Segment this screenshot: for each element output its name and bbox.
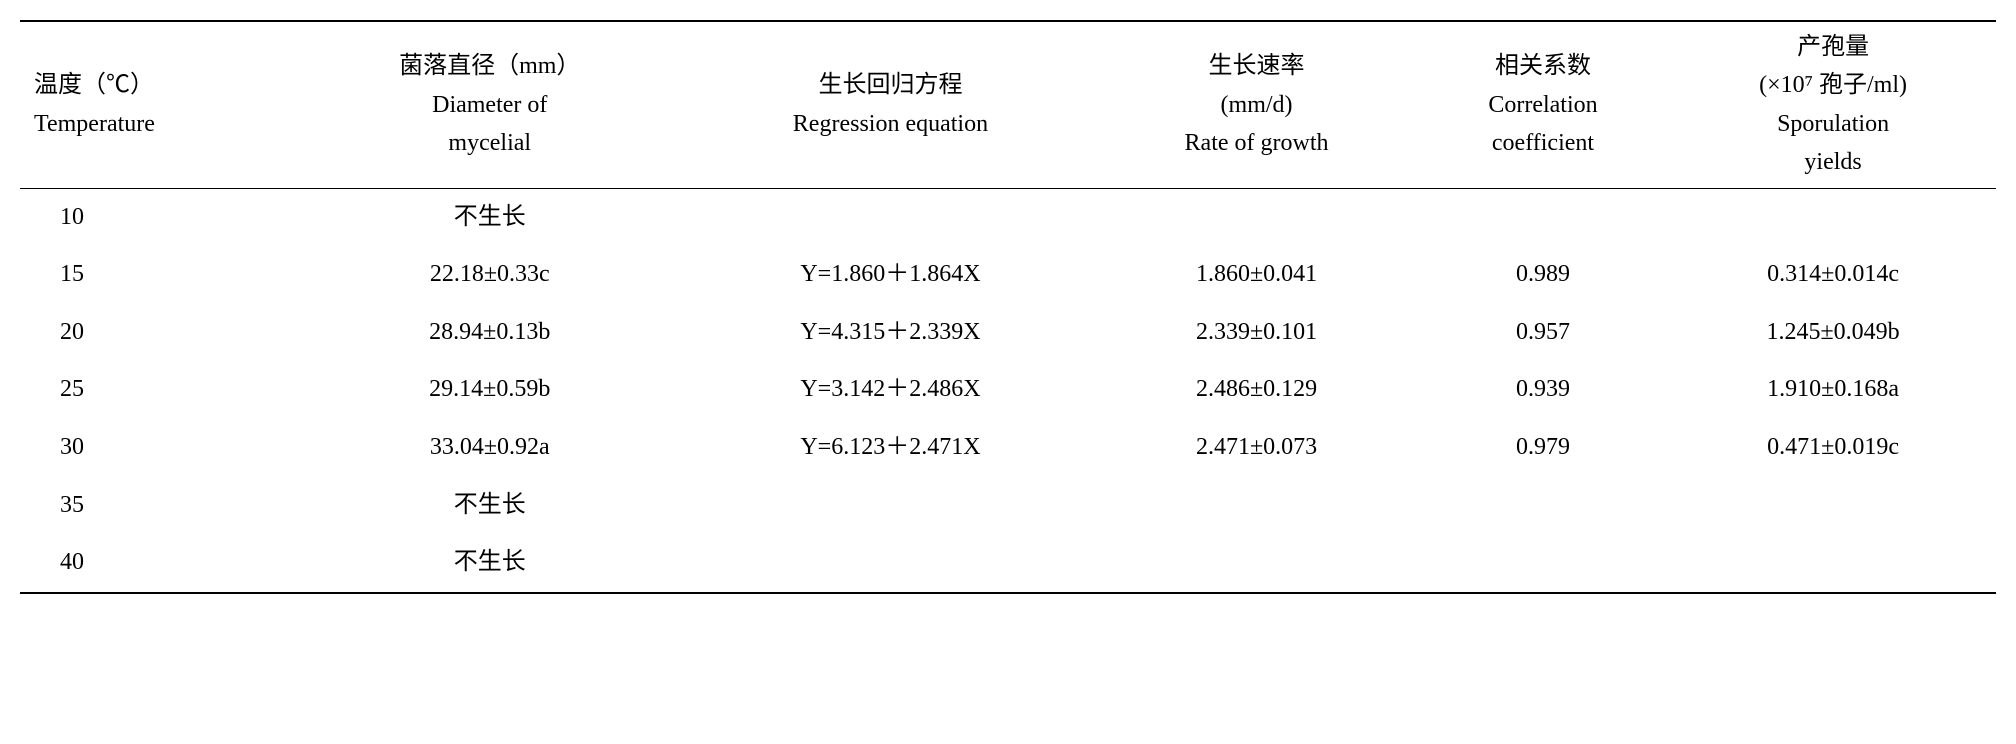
table-body: 10 不生长 15 22.18±0.33c Y=1.860＋1.864X 1.8… bbox=[20, 188, 1996, 593]
cell-temperature: 20 bbox=[20, 304, 296, 362]
table-row: 30 33.04±0.92a Y=6.123＋2.471X 2.471±0.07… bbox=[20, 419, 1996, 477]
cell-sporulation bbox=[1670, 188, 1996, 246]
header-line: 生长回归方程 bbox=[698, 66, 1084, 104]
data-table: 温度（℃） Temperature 菌落直径（mm） Diameter of m… bbox=[20, 20, 1996, 594]
header-line: Sporulation bbox=[1684, 105, 1982, 143]
cell-sporulation: 0.314±0.014c bbox=[1670, 246, 1996, 304]
cell-corr: 0.989 bbox=[1416, 246, 1670, 304]
cell-corr: 0.979 bbox=[1416, 419, 1670, 477]
cell-corr: 0.957 bbox=[1416, 304, 1670, 362]
cell-sporulation bbox=[1670, 534, 1996, 593]
cell-diameter: 不生长 bbox=[296, 477, 684, 535]
col-header-diameter: 菌落直径（mm） Diameter of mycelial bbox=[296, 21, 684, 188]
header-line: Diameter of bbox=[310, 86, 670, 124]
header-line: mycelial bbox=[310, 124, 670, 162]
cell-temperature: 15 bbox=[20, 246, 296, 304]
header-line: coefficient bbox=[1430, 124, 1656, 162]
cell-rate: 1.860±0.041 bbox=[1097, 246, 1416, 304]
cell-diameter: 33.04±0.92a bbox=[296, 419, 684, 477]
header-line: 相关系数 bbox=[1430, 47, 1656, 85]
cell-rate bbox=[1097, 534, 1416, 593]
cell-regression: Y=6.123＋2.471X bbox=[684, 419, 1098, 477]
cell-regression bbox=[684, 534, 1098, 593]
header-line: (mm/d) bbox=[1111, 86, 1402, 124]
cell-temperature: 10 bbox=[20, 188, 296, 246]
cell-sporulation bbox=[1670, 477, 1996, 535]
cell-temperature: 30 bbox=[20, 419, 296, 477]
cell-rate: 2.339±0.101 bbox=[1097, 304, 1416, 362]
cell-temperature: 40 bbox=[20, 534, 296, 593]
col-header-growth-rate: 生长速率 (mm/d) Rate of growth bbox=[1097, 21, 1416, 188]
cell-regression bbox=[684, 188, 1098, 246]
header-line: yields bbox=[1684, 143, 1982, 181]
cell-regression: Y=3.142＋2.486X bbox=[684, 361, 1098, 419]
header-line: (×10⁷ 孢子/ml) bbox=[1684, 66, 1982, 104]
cell-regression: Y=1.860＋1.864X bbox=[684, 246, 1098, 304]
cell-diameter: 不生长 bbox=[296, 534, 684, 593]
header-line: Regression equation bbox=[698, 105, 1084, 143]
cell-rate: 2.486±0.129 bbox=[1097, 361, 1416, 419]
table-row: 25 29.14±0.59b Y=3.142＋2.486X 2.486±0.12… bbox=[20, 361, 1996, 419]
col-header-sporulation: 产孢量 (×10⁷ 孢子/ml) Sporulation yields bbox=[1670, 21, 1996, 188]
header-line: Rate of growth bbox=[1111, 124, 1402, 162]
table-row: 10 不生长 bbox=[20, 188, 1996, 246]
cell-corr bbox=[1416, 188, 1670, 246]
table-row: 40 不生长 bbox=[20, 534, 1996, 593]
cell-rate bbox=[1097, 188, 1416, 246]
cell-diameter: 29.14±0.59b bbox=[296, 361, 684, 419]
cell-temperature: 25 bbox=[20, 361, 296, 419]
cell-corr bbox=[1416, 534, 1670, 593]
table-row: 15 22.18±0.33c Y=1.860＋1.864X 1.860±0.04… bbox=[20, 246, 1996, 304]
table-row: 35 不生长 bbox=[20, 477, 1996, 535]
cell-temperature: 35 bbox=[20, 477, 296, 535]
cell-corr: 0.939 bbox=[1416, 361, 1670, 419]
table-row: 20 28.94±0.13b Y=4.315＋2.339X 2.339±0.10… bbox=[20, 304, 1996, 362]
col-header-correlation: 相关系数 Correlation coefficient bbox=[1416, 21, 1670, 188]
col-header-regression: 生长回归方程 Regression equation bbox=[684, 21, 1098, 188]
header-line: Correlation bbox=[1430, 86, 1656, 124]
header-line: 菌落直径（mm） bbox=[310, 47, 670, 85]
cell-sporulation: 0.471±0.019c bbox=[1670, 419, 1996, 477]
cell-regression bbox=[684, 477, 1098, 535]
header-line: 生长速率 bbox=[1111, 47, 1402, 85]
cell-corr bbox=[1416, 477, 1670, 535]
cell-diameter: 不生长 bbox=[296, 188, 684, 246]
header-line: 温度（℃） bbox=[34, 66, 282, 104]
header-line: 产孢量 bbox=[1684, 28, 1982, 66]
cell-sporulation: 1.245±0.049b bbox=[1670, 304, 1996, 362]
header-line: Temperature bbox=[34, 105, 282, 143]
cell-sporulation: 1.910±0.168a bbox=[1670, 361, 1996, 419]
cell-rate bbox=[1097, 477, 1416, 535]
col-header-temperature: 温度（℃） Temperature bbox=[20, 21, 296, 188]
cell-rate: 2.471±0.073 bbox=[1097, 419, 1416, 477]
cell-regression: Y=4.315＋2.339X bbox=[684, 304, 1098, 362]
cell-diameter: 28.94±0.13b bbox=[296, 304, 684, 362]
cell-diameter: 22.18±0.33c bbox=[296, 246, 684, 304]
table-header-row: 温度（℃） Temperature 菌落直径（mm） Diameter of m… bbox=[20, 21, 1996, 188]
